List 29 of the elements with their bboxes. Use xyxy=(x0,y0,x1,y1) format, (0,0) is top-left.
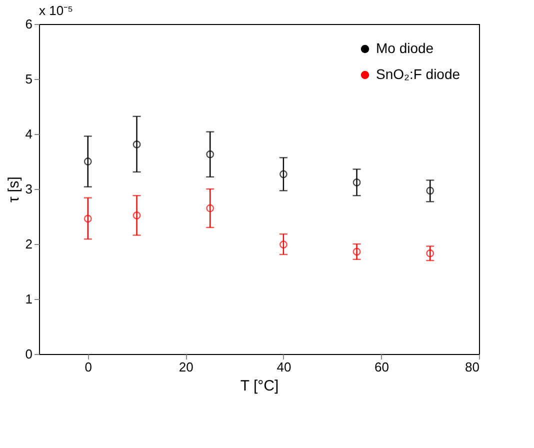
x-tick-label: 20 xyxy=(178,360,194,374)
y-axis-title: τ [s] xyxy=(5,176,22,202)
point xyxy=(279,170,288,178)
point xyxy=(279,240,288,248)
x-axis-title: T [°C] xyxy=(240,378,279,394)
y-tick-label: 0 xyxy=(25,346,32,362)
x-tick-label: 40 xyxy=(276,360,292,374)
point xyxy=(426,249,434,258)
y-tick-label: 5 xyxy=(25,72,32,86)
y-tick-label: 6 xyxy=(25,16,32,32)
legend-label: Mo diode xyxy=(376,40,434,56)
legend-label: SnO₂:F diode xyxy=(376,66,460,82)
point xyxy=(426,186,434,195)
x-tick-label: 0 xyxy=(84,360,92,374)
x-tick-label: 60 xyxy=(374,360,389,374)
point xyxy=(132,140,141,148)
point xyxy=(352,178,361,186)
point xyxy=(352,248,361,256)
point xyxy=(84,214,92,223)
y-tick-label: 4 xyxy=(25,126,32,142)
point xyxy=(132,211,141,220)
point xyxy=(206,204,214,212)
y-tick-label: 2 xyxy=(25,236,32,252)
point xyxy=(206,150,214,158)
y-tick-label: 3 xyxy=(25,182,32,196)
x-tick-label: 80 xyxy=(465,360,480,374)
point xyxy=(84,158,92,166)
text: x 10⁻⁵ xyxy=(39,3,73,18)
y-tick-label: 1 xyxy=(25,292,32,306)
